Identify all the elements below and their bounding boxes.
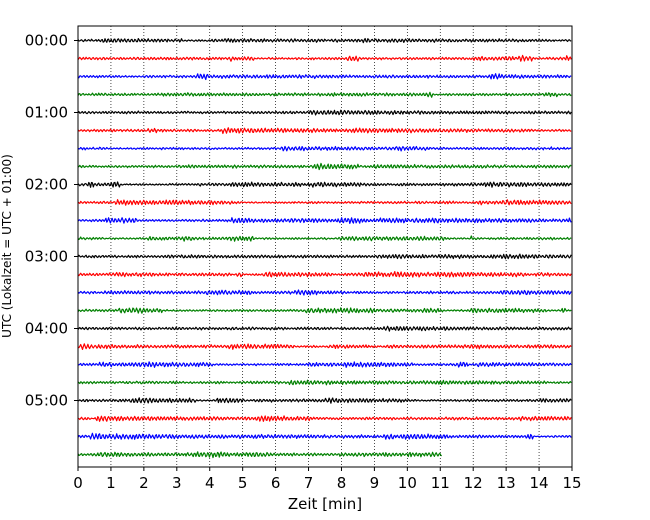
- trace-line: [77, 54, 572, 62]
- y-tick-label: 00:00: [25, 32, 68, 50]
- y-tick-label: 03:00: [25, 248, 68, 266]
- trace-line: [77, 91, 572, 98]
- x-tick-label: 4: [205, 474, 215, 492]
- y-tick-label: 04:00: [25, 320, 68, 338]
- trace-line: [77, 253, 572, 260]
- x-tick-label: 6: [271, 474, 281, 492]
- x-tick-label: 0: [73, 474, 83, 492]
- trace-line: [77, 73, 572, 81]
- trace-line: [77, 397, 572, 404]
- y-axis-label: UTC (Lokalzeit = UTC + 01:00): [0, 154, 14, 338]
- trace-line: [77, 199, 572, 206]
- x-axis-label: Zeit [min]: [288, 495, 362, 513]
- x-tick-label: 7: [304, 474, 314, 492]
- trace-line: [77, 432, 572, 440]
- x-tick-label: 14: [530, 474, 549, 492]
- y-axis-ticks: 00:00 01:00 02:00 03:00 04:00 05:00: [25, 32, 78, 410]
- x-tick-label: 12: [464, 474, 483, 492]
- plot-background: [78, 26, 572, 467]
- plot-frame: [77, 25, 573, 468]
- trace-line: [77, 325, 572, 332]
- trace-line: [77, 217, 572, 225]
- x-tick-label: 13: [497, 474, 516, 492]
- x-tick-label: 1: [106, 474, 116, 492]
- x-axis-ticks: 0 1 2 3 4 5 6 7 8 9 10 11 12 13 14 15: [73, 467, 582, 492]
- trace-line: [77, 145, 572, 152]
- seismogram-traces: [77, 37, 572, 459]
- x-tick-label: 2: [139, 474, 149, 492]
- trace-line: [77, 415, 572, 422]
- y-tick-label: 05:00: [25, 392, 68, 410]
- trace-line: [77, 451, 443, 459]
- trace-line: [77, 379, 572, 386]
- trace-line: [77, 37, 572, 44]
- trace-line: [77, 289, 572, 296]
- y-tick-label: 02:00: [25, 176, 68, 194]
- trace-line: [77, 109, 572, 116]
- trace-line: [77, 307, 572, 314]
- x-tick-label: 8: [337, 474, 347, 492]
- trace-line: [77, 127, 572, 135]
- trace-line: [77, 162, 572, 171]
- y-tick-label: 01:00: [25, 104, 68, 122]
- x-tick-label: 5: [238, 474, 248, 492]
- trace-line: [77, 361, 572, 368]
- x-tick-label: 9: [370, 474, 380, 492]
- x-tick-label: 15: [562, 474, 581, 492]
- x-tick-label: 3: [172, 474, 182, 492]
- x-tick-label: 10: [398, 474, 417, 492]
- trace-line: [77, 343, 572, 351]
- trace-line: [77, 271, 572, 278]
- trace-line: [77, 181, 572, 188]
- trace-line: [77, 235, 572, 242]
- x-tick-label: 11: [431, 474, 450, 492]
